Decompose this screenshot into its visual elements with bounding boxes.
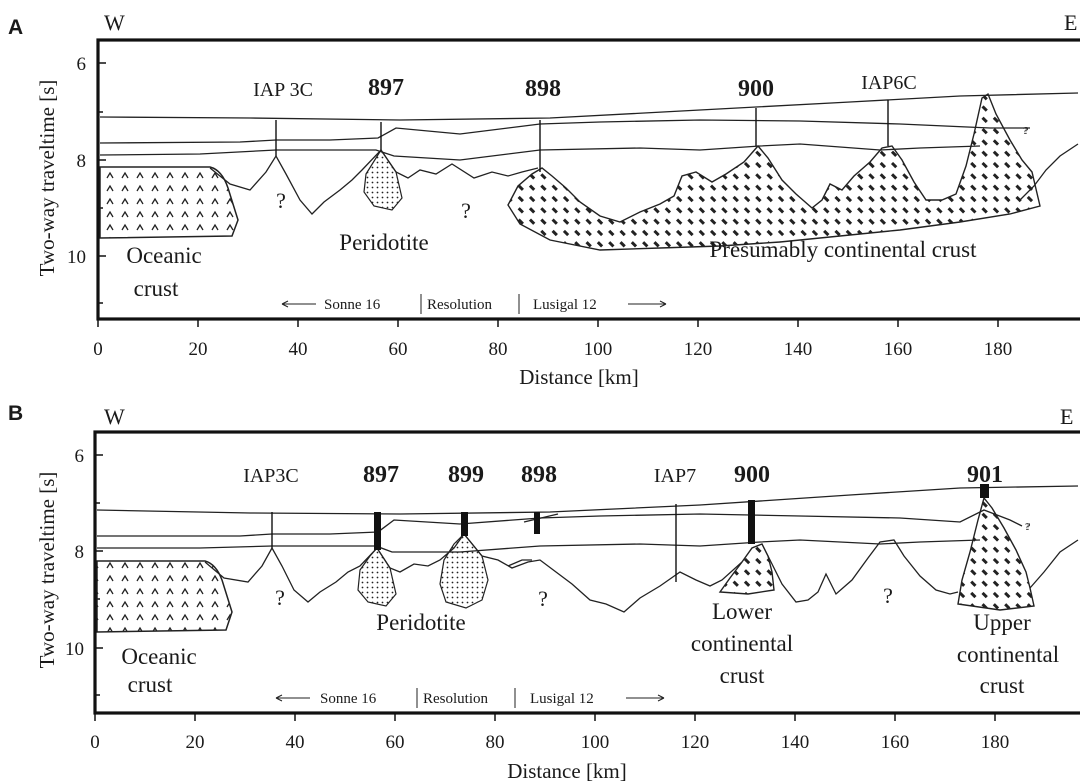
panel-a-plot-frame bbox=[96, 38, 1080, 321]
panel-a-survey-bar: Sonne 16 Resolution Lusigal 12 bbox=[281, 294, 667, 314]
panel-a-x-tick-label: 80 bbox=[489, 339, 508, 360]
panel-a-continental-crust-body bbox=[507, 92, 1041, 251]
panel-a-survey-label: Lusigal 12 bbox=[533, 297, 597, 313]
panel-a-well-markers bbox=[275, 100, 889, 172]
panel-b-oceanic-crust-label: Oceanic bbox=[121, 644, 196, 669]
panel-b-y-tick-label: 8 bbox=[75, 542, 85, 563]
panel-a: A W E Two-way traveltime [s] 6 8 10 bbox=[8, 10, 1080, 389]
svg-text:?: ? bbox=[1024, 126, 1029, 137]
panel-b-peridotite-label: Peridotite bbox=[376, 610, 465, 635]
panel-b-x-tick-label: 40 bbox=[286, 732, 305, 753]
panel-b-x-tick-label: 20 bbox=[186, 732, 205, 753]
panel-a-site-label: 897 bbox=[368, 75, 404, 101]
panel-b-lower-continental-crust-body bbox=[718, 543, 775, 595]
panel-b-survey-label: Sonne 16 bbox=[320, 691, 377, 707]
panel-b-question-mark: ? bbox=[538, 586, 548, 611]
panel-b-question-mark: ? bbox=[883, 583, 893, 608]
panel-a-site-label: IAP 3C bbox=[253, 79, 313, 101]
panel-a-site-label: IAP6C bbox=[861, 72, 917, 94]
panel-b-x-tick-label: 180 bbox=[981, 732, 1010, 753]
panel-a-x-tick-label: 40 bbox=[289, 339, 308, 360]
panel-b-west-label: W bbox=[104, 404, 125, 429]
panel-a-east-label: E bbox=[1064, 10, 1077, 35]
panel-b-survey-label: Resolution bbox=[423, 691, 489, 707]
panel-b-question-mark: ? bbox=[275, 585, 285, 610]
panel-a-y-axis-title: Two-way traveltime [s] bbox=[35, 80, 59, 277]
panel-b-peridotite-body bbox=[439, 533, 489, 609]
panel-a-peridotite-label: Peridotite bbox=[339, 230, 428, 255]
panel-b-oceanic-crust-body bbox=[96, 560, 233, 633]
panel-a-x-tick-label: 100 bbox=[584, 339, 613, 360]
panel-a-oceanic-crust-label: crust bbox=[134, 276, 179, 301]
panel-b-x-tick-label: 160 bbox=[881, 732, 910, 753]
panel-a-site-label: 900 bbox=[738, 76, 774, 102]
panel-a-question-mark: ? bbox=[1023, 126, 1027, 136]
panel-b-oceanic-crust-label: crust bbox=[128, 672, 173, 697]
panel-a-oceanic-crust-label: Oceanic bbox=[126, 243, 201, 268]
panel-b-site-label: 900 bbox=[734, 462, 770, 488]
panel-b-horizons: ? bbox=[96, 485, 1079, 613]
panel-b-x-tick-label: 80 bbox=[486, 732, 505, 753]
panel-b-site-label: 899 bbox=[448, 462, 484, 488]
panel-b-survey-bar: Sonne 16 Resolution Lusigal 12 bbox=[275, 688, 665, 708]
panel-b-y-tick-label: 10 bbox=[65, 639, 84, 660]
panel-b-upper-continental-crust-body bbox=[957, 496, 1035, 611]
panel-a-continental-crust-label: Presumably continental crust bbox=[710, 237, 978, 262]
panel-b-site-label: 901 bbox=[967, 462, 1003, 488]
panel-b: B W E Two-way traveltime [s] 6 8 10 bbox=[8, 402, 1080, 783]
panel-b-upper-crust-label: crust bbox=[980, 673, 1025, 698]
panel-b-site-label: 897 bbox=[363, 462, 399, 488]
panel-b-site-label: 898 bbox=[521, 462, 557, 488]
panel-b-east-label: E bbox=[1060, 404, 1073, 429]
panel-a-x-tick-label: 120 bbox=[684, 339, 713, 360]
panel-b-lower-crust-label: continental bbox=[691, 631, 793, 656]
panel-a-survey-label: Resolution bbox=[427, 297, 493, 313]
panel-a-x-tick-label: 160 bbox=[884, 339, 913, 360]
panel-b-y-axis-title: Two-way traveltime [s] bbox=[35, 472, 59, 669]
panel-b-x-tick-label: 100 bbox=[581, 732, 610, 753]
panel-b-y-tick-label: 6 bbox=[75, 446, 85, 467]
panel-b-x-tick-label: 0 bbox=[90, 732, 100, 753]
panel-a-question-mark: ? bbox=[276, 188, 286, 213]
svg-text:?: ? bbox=[1026, 522, 1031, 533]
panel-b-site-label: IAP3C bbox=[243, 465, 299, 487]
panel-b-x-ticks: 0 20 40 60 80 100 120 140 160 180 bbox=[90, 713, 1009, 753]
panel-a-peridotite-body bbox=[363, 148, 403, 211]
panel-a-y-tick-label: 8 bbox=[77, 151, 87, 172]
panel-a-question-mark: ? bbox=[461, 198, 471, 223]
panel-a-label: A bbox=[8, 16, 23, 39]
panel-b-site-label: IAP7 bbox=[654, 465, 696, 487]
panel-a-horizons: ? bbox=[99, 92, 1079, 215]
panel-b-label: B bbox=[8, 402, 23, 425]
panel-b-upper-crust-label: continental bbox=[957, 642, 1059, 667]
panel-b-lower-crust-label: crust bbox=[720, 663, 765, 688]
panel-b-question-mark: ? bbox=[1025, 522, 1029, 532]
panel-b-upper-crust-label: Upper bbox=[973, 610, 1031, 635]
panel-a-y-tick-label: 10 bbox=[67, 247, 86, 268]
panel-b-x-axis-title: Distance [km] bbox=[507, 759, 627, 783]
panel-a-x-tick-label: 180 bbox=[984, 339, 1013, 360]
panel-a-oceanic-crust-body bbox=[99, 166, 239, 239]
panel-b-x-tick-label: 120 bbox=[681, 732, 710, 753]
panel-a-x-tick-label: 0 bbox=[93, 339, 103, 360]
panel-a-x-tick-label: 20 bbox=[189, 339, 208, 360]
panel-b-x-tick-label: 60 bbox=[386, 732, 405, 753]
panel-a-survey-label: Sonne 16 bbox=[324, 297, 381, 313]
panel-b-peridotite-body bbox=[357, 547, 397, 607]
panel-a-x-ticks: 0 20 40 60 80 100 120 140 160 180 bbox=[93, 319, 1012, 360]
panel-a-west-label: W bbox=[104, 10, 125, 35]
panel-a-x-tick-label: 140 bbox=[784, 339, 813, 360]
panel-a-y-tick-label: 6 bbox=[77, 54, 87, 75]
panel-a-site-label: 898 bbox=[525, 76, 561, 102]
panel-b-plot-frame bbox=[93, 430, 1080, 715]
panel-a-x-tick-label: 60 bbox=[389, 339, 408, 360]
panel-b-survey-label: Lusigal 12 bbox=[530, 691, 594, 707]
panel-b-well-markers bbox=[271, 484, 989, 582]
panel-b-x-tick-label: 140 bbox=[781, 732, 810, 753]
panel-a-x-axis-title: Distance [km] bbox=[519, 365, 639, 389]
panel-b-lower-crust-label: Lower bbox=[712, 599, 772, 624]
